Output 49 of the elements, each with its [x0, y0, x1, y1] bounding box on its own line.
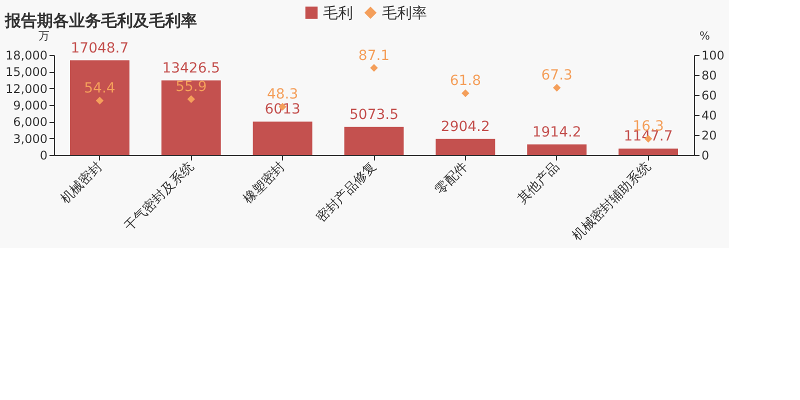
data-label: 5073.5	[350, 106, 398, 123]
y2-tick-label: 0	[702, 148, 710, 162]
data-label: 61.8	[450, 73, 482, 90]
x-tick-label: 橡塑密封	[240, 158, 288, 207]
data-label: 6013	[264, 102, 300, 118]
legend-label: 毛利	[323, 4, 353, 22]
x-tick-label: 干气密封及系统	[122, 160, 197, 235]
chart-title: 报告期各业务毛利及毛利率	[4, 11, 198, 30]
bar	[161, 80, 221, 155]
data-label: 2904.2	[440, 118, 490, 135]
data-label: 67.3	[541, 68, 572, 84]
y-axis-title: 万	[38, 30, 50, 42]
bar	[618, 148, 678, 155]
bar	[436, 138, 496, 155]
data-label: 87.1	[358, 48, 390, 64]
data-label: 55.9	[176, 79, 207, 96]
point	[370, 64, 378, 72]
y-tick-label: 0	[40, 148, 48, 162]
data-label: 1914.2	[532, 124, 582, 140]
point	[96, 96, 104, 104]
x-tick-label: 机械密封	[58, 160, 106, 207]
y-tick-label: 3,000	[13, 132, 48, 146]
bar	[527, 144, 587, 155]
bar	[70, 60, 130, 155]
y-tick-label: 12,000	[6, 82, 48, 96]
y-tick-label: 9,000	[13, 98, 48, 112]
y2-tick-label: 60	[702, 88, 717, 102]
y-tick-label: 15,000	[6, 65, 48, 80]
y2-tick-label: 20	[702, 128, 717, 142]
x-tick-label: 零配件	[432, 160, 472, 198]
data-label: 17048.7	[70, 40, 129, 56]
legend-label: 毛利率	[382, 4, 427, 22]
y-tick-label: 18,000	[6, 48, 48, 62]
data-label: 13426.5	[162, 60, 220, 76]
y-tick-label: 6,000	[13, 115, 48, 130]
x-tick-label: 密封产品修复	[314, 160, 380, 226]
data-label: 48.3	[266, 86, 298, 103]
y2-axis-title: %	[700, 30, 710, 42]
x-tick-label: 机械密封辅助系统	[570, 160, 654, 244]
y2-tick-label: 80	[702, 68, 717, 82]
bar	[252, 122, 312, 155]
point	[187, 95, 196, 103]
y2-tick-label: 100	[702, 48, 724, 62]
x-tick-label: 其他产品	[515, 160, 563, 207]
point	[462, 89, 470, 98]
point	[552, 84, 561, 92]
y2-tick-label: 40	[702, 108, 717, 122]
data-label: 54.4	[84, 80, 116, 97]
bar	[344, 126, 404, 155]
